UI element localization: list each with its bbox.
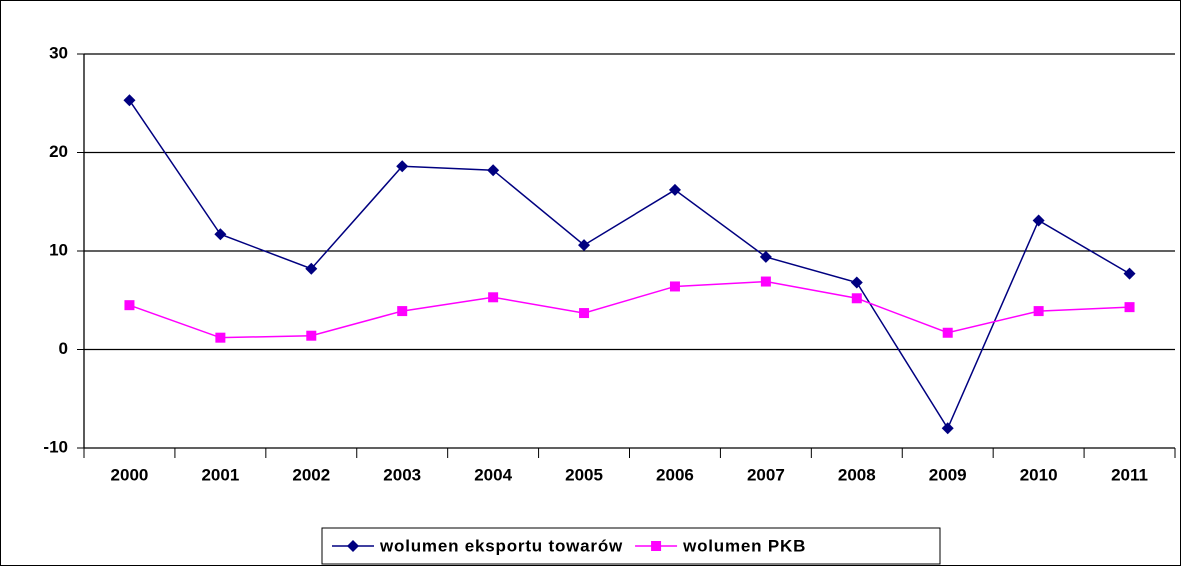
- x-tick-label: 2004: [474, 465, 512, 484]
- data-point: [760, 276, 771, 287]
- data-point: [306, 330, 317, 341]
- data-point: [305, 262, 318, 275]
- x-tick-label: 2009: [929, 465, 967, 484]
- data-point: [487, 164, 500, 177]
- data-point: [124, 300, 135, 311]
- data-point: [214, 228, 227, 241]
- y-tick-label: 20: [49, 142, 68, 161]
- data-point: [669, 281, 680, 292]
- y-tick-label: 0: [59, 339, 68, 358]
- data-point: [1123, 267, 1136, 280]
- legend-label: wolumen PKB: [682, 536, 806, 555]
- x-tick-label: 2001: [201, 465, 239, 484]
- data-point: [215, 332, 226, 343]
- x-tick-label: 2005: [565, 465, 603, 484]
- x-tick-label: 2002: [292, 465, 330, 484]
- data-point: [942, 327, 953, 338]
- y-tick-label: 10: [49, 240, 68, 259]
- y-tick-label: -10: [43, 437, 68, 456]
- legend-label: wolumen eksportu towarów: [379, 536, 623, 555]
- y-tick-label: 30: [49, 43, 68, 62]
- data-point: [850, 276, 863, 289]
- data-point: [579, 308, 590, 319]
- data-point: [1033, 306, 1044, 317]
- data-point: [851, 293, 862, 304]
- legend-marker: [347, 540, 359, 552]
- data-point: [488, 292, 499, 303]
- series-line: [128, 99, 1130, 430]
- legend-marker: [651, 541, 662, 551]
- x-tick-label: 2006: [656, 465, 694, 484]
- data-point: [578, 239, 591, 252]
- data-point: [396, 160, 409, 173]
- x-tick-label: 2011: [1111, 465, 1148, 484]
- x-tick-label: 2010: [1020, 465, 1058, 484]
- data-point: [941, 422, 954, 435]
- data-point: [397, 306, 408, 317]
- data-point: [123, 94, 136, 107]
- data-point: [668, 183, 681, 196]
- x-tick-label: 2003: [383, 465, 421, 484]
- legend-box: [321, 527, 941, 565]
- data-point: [759, 250, 772, 263]
- x-tick-label: 2007: [747, 465, 785, 484]
- data-point: [1124, 302, 1135, 313]
- x-tick-label: 2000: [111, 465, 149, 484]
- data-point: [1032, 214, 1045, 227]
- x-tick-label: 2008: [838, 465, 876, 484]
- series-line: [129, 280, 1130, 339]
